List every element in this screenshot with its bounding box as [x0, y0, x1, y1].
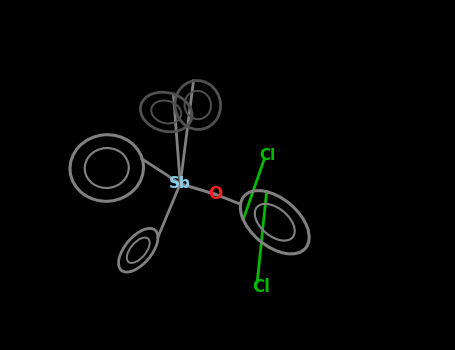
Text: O: O — [208, 185, 222, 203]
Text: Cl: Cl — [252, 278, 270, 296]
Text: Sb: Sb — [169, 176, 191, 191]
Text: Cl: Cl — [260, 148, 276, 163]
